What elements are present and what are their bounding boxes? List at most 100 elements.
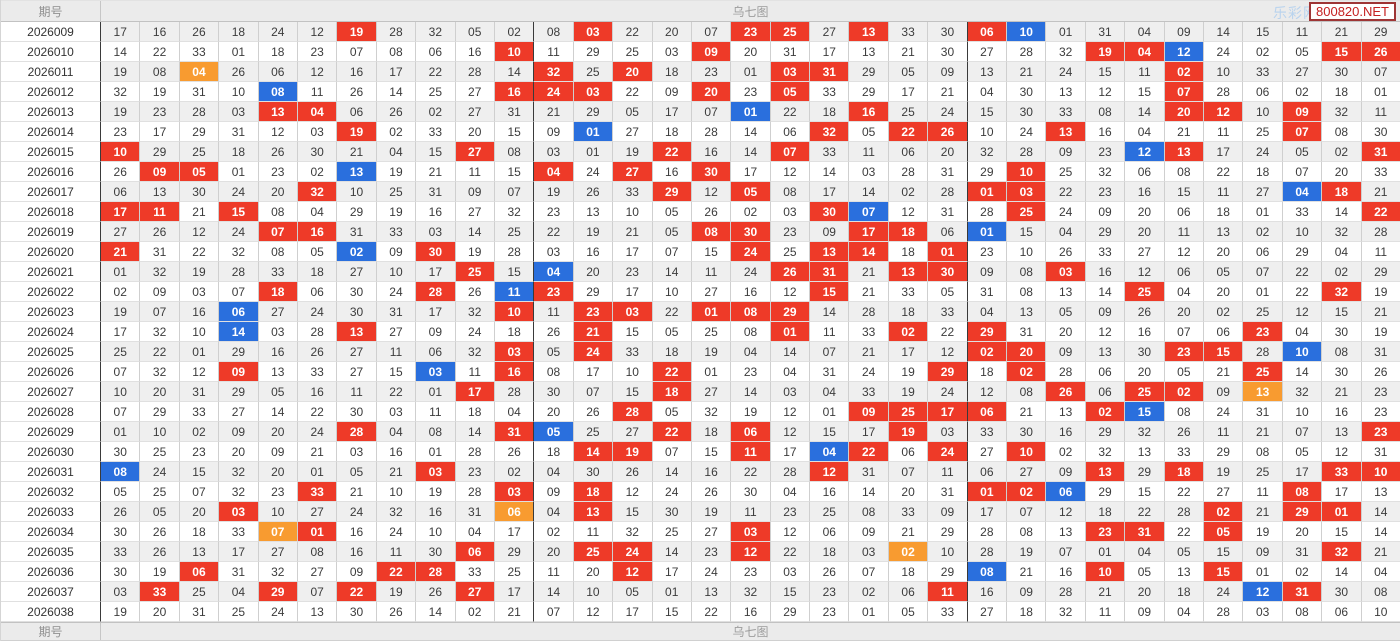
number-cell: 27 [455,142,495,162]
number-cell: 11 [928,582,968,602]
number-cell: 15 [494,122,535,142]
number-cell: 33 [1322,462,1362,482]
number-cell: 32 [1322,542,1362,562]
number-cell: 08 [1164,402,1205,422]
period-header-label: 期号 [1,1,101,21]
number-cell: 26 [140,222,180,242]
number-cell: 16 [416,202,456,222]
number-cell: 20 [613,62,653,82]
number-cell: 01 [691,302,732,322]
number-cell: 19 [1361,282,1400,302]
number-cell: 28 [967,542,1008,562]
number-cell: 28 [297,322,338,342]
number-cell: 20 [455,122,495,142]
number-cell: 11 [1243,482,1283,502]
number-cell: 14 [101,42,141,62]
number-cell: 05 [455,22,495,42]
number-cell: 14 [731,122,771,142]
number-cell: 33 [179,42,220,62]
number-cell: 28 [1046,582,1086,602]
number-cell: 05 [1282,442,1323,462]
number-cell: 19 [573,222,614,242]
number-cell: 19 [613,442,653,462]
number-cell: 26 [691,202,732,222]
number-cell: 10 [258,502,298,522]
number-cell: 16 [1046,422,1086,442]
number-cell: 16 [258,342,298,362]
number-cell: 31 [1125,522,1165,542]
number-cell: 10 [1361,602,1400,622]
number-cell: 30 [337,402,377,422]
number-cell: 05 [613,102,653,122]
number-cell: 16 [140,22,180,42]
number-cell: 19 [376,162,417,182]
number-cell: 01 [573,142,614,162]
number-cell: 33 [849,322,889,342]
number-cell: 30 [928,22,968,42]
number-cell: 05 [652,202,692,222]
number-cell: 02 [888,182,929,202]
number-cell: 19 [888,362,929,382]
number-cell: 09 [691,42,732,62]
number-cell: 03 [1007,182,1047,202]
number-cell: 25 [810,502,850,522]
number-cell: 27 [1282,62,1323,82]
number-cell: 01 [849,602,889,622]
number-cell: 09 [1046,142,1086,162]
number-cell: 25 [888,102,929,122]
number-cell: 33 [888,502,929,522]
number-cell: 01 [1085,542,1126,562]
number-cell: 14 [1085,282,1126,302]
number-cell: 16 [573,242,614,262]
number-cell: 23 [731,362,771,382]
number-cell: 02 [1243,42,1283,62]
number-cell: 32 [613,522,653,542]
number-cell: 21 [928,82,968,102]
number-cell: 26 [416,582,456,602]
number-cell: 30 [731,222,771,242]
number-cell: 18 [455,402,495,422]
number-cell: 05 [1282,42,1323,62]
number-cell: 25 [376,182,417,202]
number-cell: 02 [494,462,535,482]
number-cell: 15 [1164,182,1205,202]
number-cell: 29 [1282,242,1323,262]
number-cell: 18 [219,22,259,42]
number-cell: 14 [849,182,889,202]
number-cell: 11 [731,502,771,522]
number-cell: 03 [179,282,220,302]
number-cell: 30 [1322,62,1362,82]
number-cell: 13 [1164,562,1205,582]
number-cell: 22 [179,242,220,262]
number-cell: 01 [967,182,1008,202]
number-cell: 01 [770,322,811,342]
number-cell: 21 [1361,302,1400,322]
number-cell: 22 [928,322,968,342]
number-cell: 24 [1007,122,1047,142]
number-cell: 18 [652,342,692,362]
number-cell: 05 [613,582,653,602]
number-cell: 14 [770,342,811,362]
number-cell: 09 [1243,542,1283,562]
period-cell: 2026028 [1,402,101,422]
number-cell: 09 [416,322,456,342]
number-cell: 20 [1007,342,1047,362]
number-cell: 26 [101,502,141,522]
number-cell: 17 [967,502,1008,522]
number-cell: 32 [376,502,417,522]
number-cell: 32 [1046,42,1086,62]
header-title-area: 乌七图 [101,1,1400,21]
number-cell: 25 [770,22,811,42]
number-cell: 21 [888,522,929,542]
number-cell: 21 [494,602,535,622]
period-cell: 2026025 [1,342,101,362]
number-cell: 09 [1085,202,1126,222]
number-cell: 13 [258,362,298,382]
number-cell: 28 [967,202,1008,222]
number-cell: 22 [652,362,692,382]
number-cell: 26 [573,182,614,202]
number-cell: 32 [1125,422,1165,442]
number-cell: 02 [1322,142,1362,162]
number-cell: 32 [101,82,141,102]
number-cell: 09 [455,182,495,202]
